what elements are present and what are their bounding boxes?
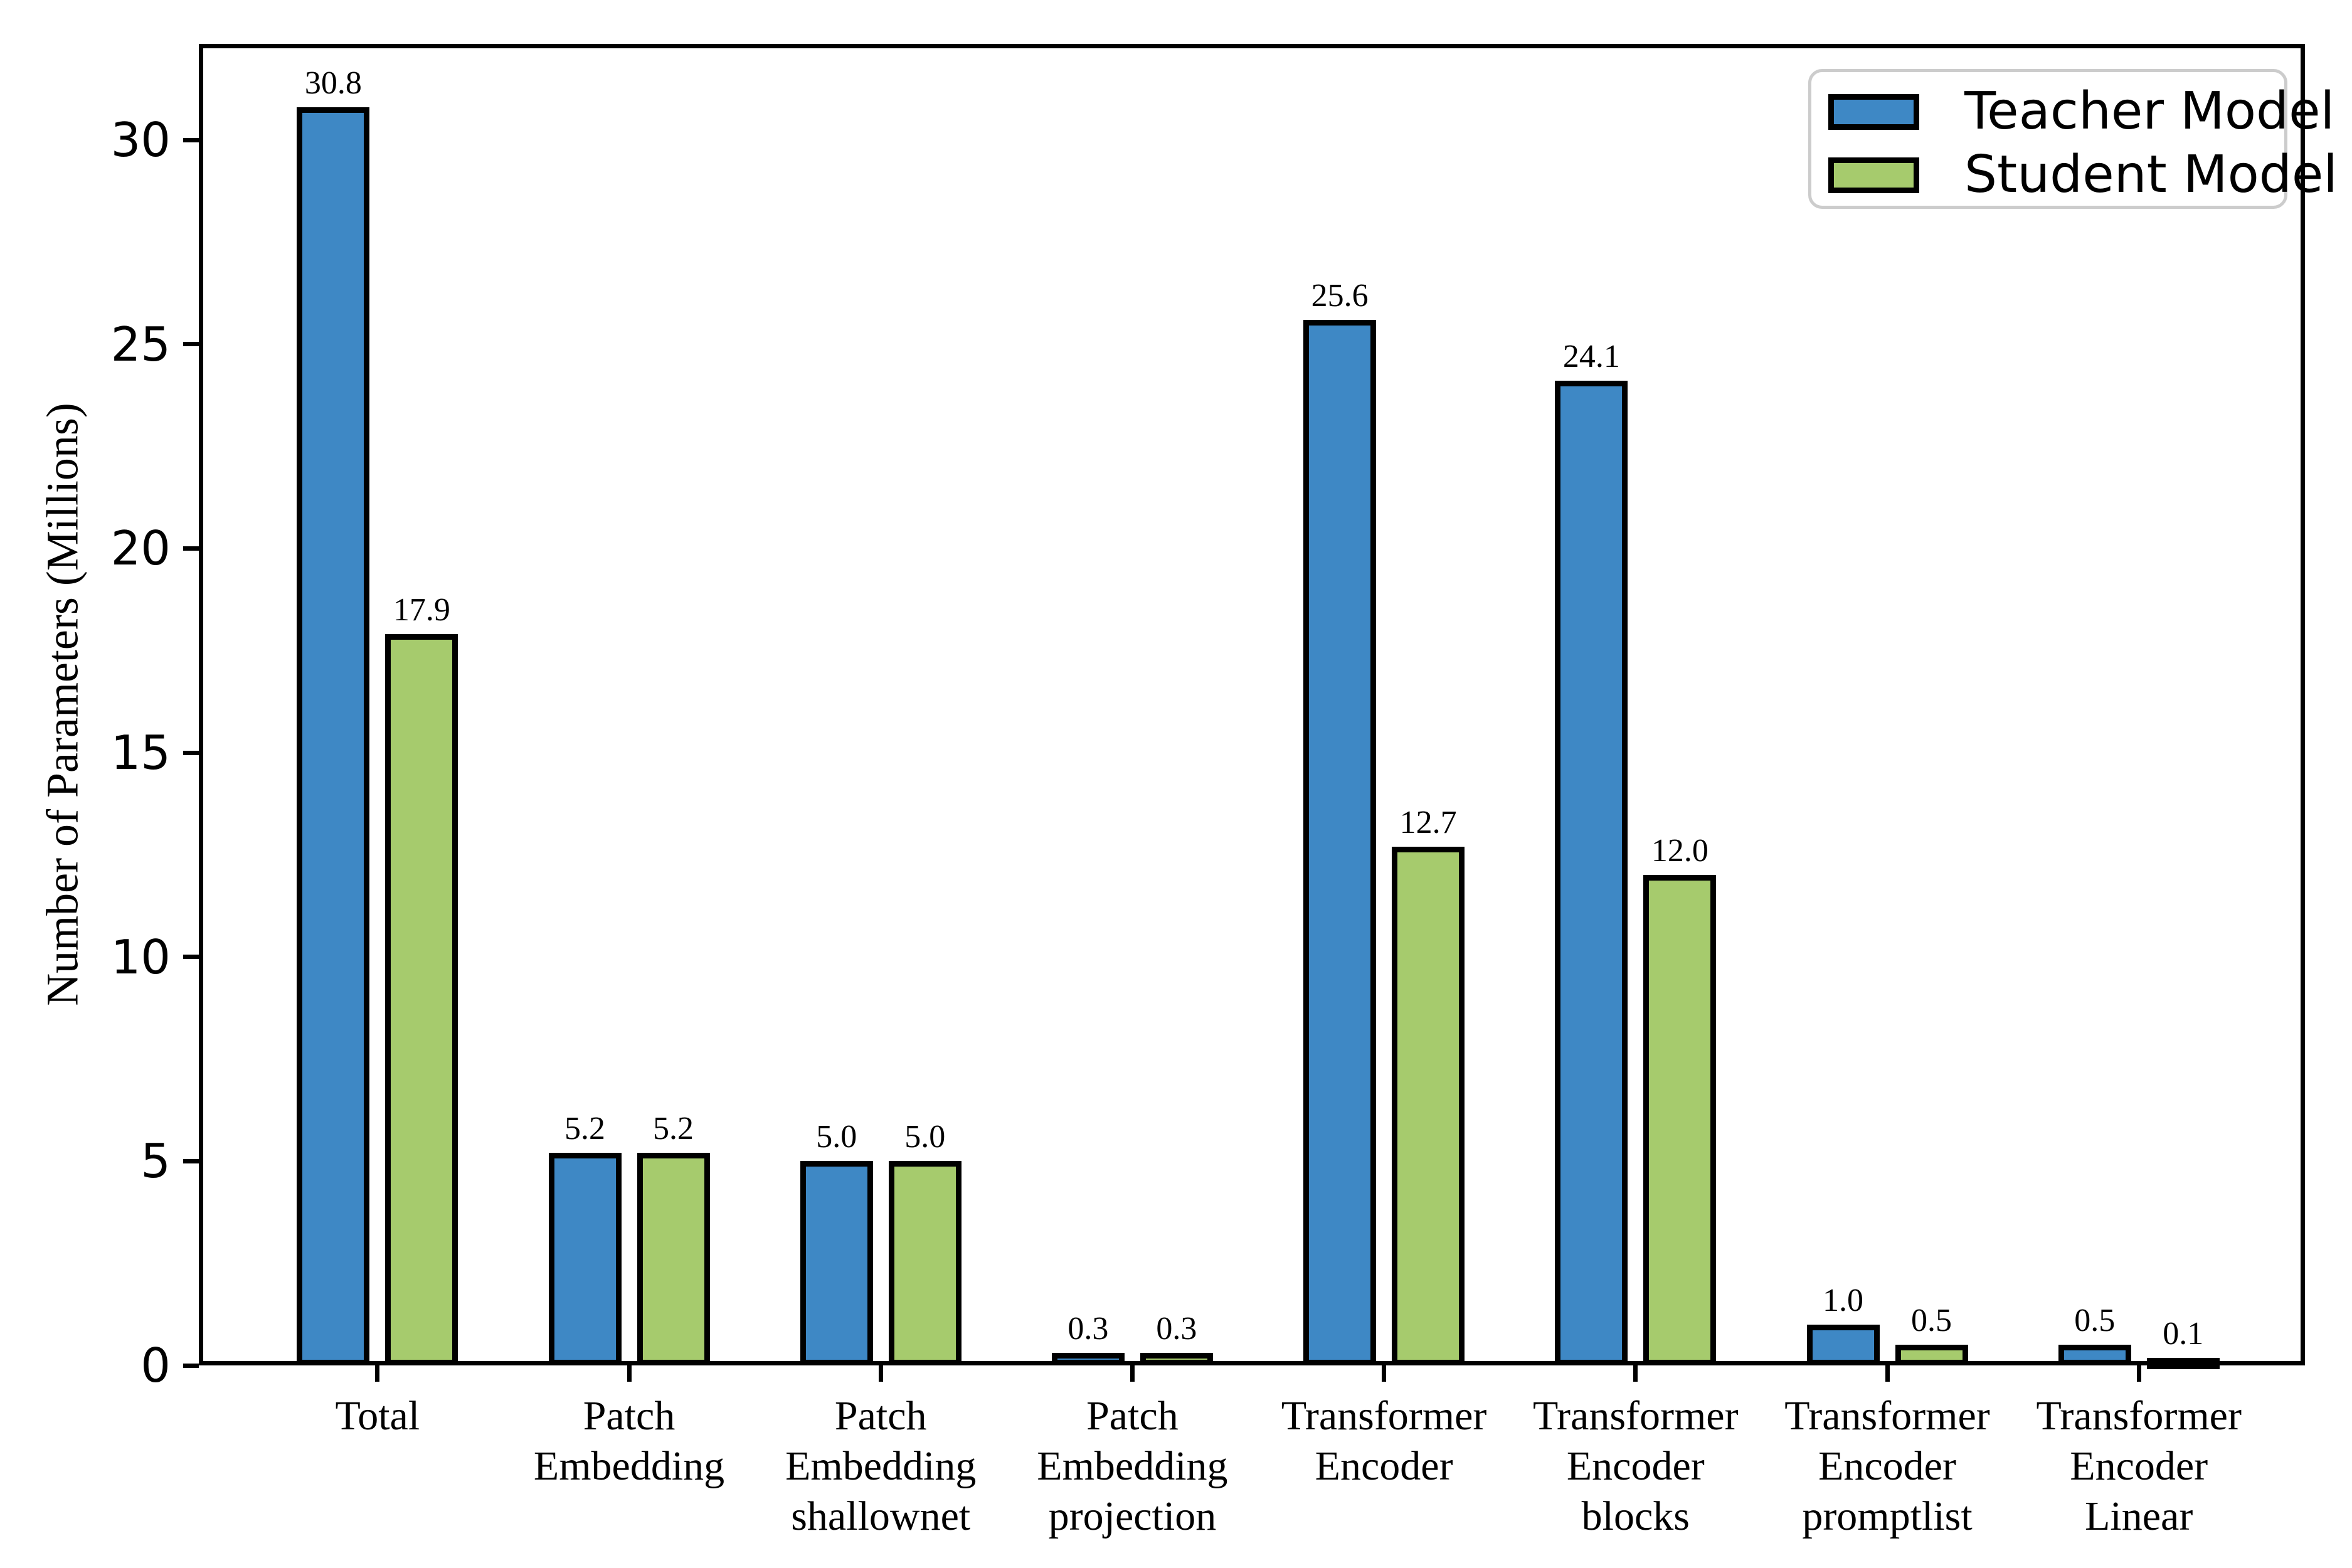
x-category-label: Transformer Encoder Linear [2007,1391,2270,1542]
x-category-label-line: shallownet [791,1493,971,1539]
bar-teacher-model-1 [548,1153,622,1365]
bar-value-label-teacher-model-5: 24.1 [1562,339,1620,375]
x-tick-mark [1633,1365,1638,1382]
bar-student-model-6 [1895,1345,1968,1365]
bar-value-label-teacher-model-6: 1.0 [1823,1282,1864,1318]
x-category-label: Transformer Encoder promptlist [1756,1391,2019,1542]
bar-value-label-student-model-3: 0.3 [1156,1311,1197,1347]
legend: Teacher Model Student Model [1808,69,2338,209]
x-category-label-line: Patch [583,1393,675,1439]
x-category-label-line: Patch [1086,1393,1179,1439]
x-tick-mark [375,1365,380,1382]
x-tick-mark [1885,1365,1890,1382]
bar-student-model-2 [888,1161,961,1365]
x-tick-mark [1382,1365,1387,1382]
bar-value-label-student-model-7: 0.1 [2163,1316,2204,1352]
bar-student-model-0 [385,634,458,1365]
bar-value-label-teacher-model-1: 5.2 [564,1111,606,1147]
bar-student-model-5 [1643,875,1717,1365]
x-category-label: Total [246,1391,509,1441]
x-category-label: Patch Embedding projection [1000,1391,1264,1542]
y-tick-mark [183,137,199,142]
y-tick-label: 15 [110,725,171,781]
bar-teacher-model-6 [1806,1324,1880,1365]
bar-value-label-student-model-5: 12.0 [1651,833,1708,869]
x-category-label-line: Embedding [533,1443,725,1489]
bar-teacher-model-2 [800,1161,873,1365]
x-tick-mark [627,1365,632,1382]
bar-student-model-1 [637,1153,710,1365]
x-category-label-line: projection [1048,1493,1217,1539]
bar-value-label-student-model-0: 17.9 [393,592,450,628]
plot-area [199,44,2305,1365]
x-category-label-line: Embedding [785,1443,977,1489]
x-tick-mark [2136,1365,2141,1382]
y-tick-mark [183,955,199,960]
bar-teacher-model-5 [1555,381,1628,1365]
x-category-label: Transformer Encoder [1253,1391,1516,1491]
y-tick-label: 30 [110,112,171,168]
bar-value-label-student-model-4: 12.7 [1399,804,1457,840]
x-category-label-line: Encoder [1315,1443,1453,1489]
x-category-label-line: Encoder [2070,1443,2208,1489]
x-category-label-line: Transformer [1784,1393,1990,1439]
x-category-label-line: Transformer [1281,1393,1487,1439]
bar-value-label-student-model-1: 5.2 [653,1111,694,1147]
x-category-label-line: Patch [834,1393,927,1439]
bar-student-model-4 [1392,846,1465,1365]
legend-swatch-teacher-model [1828,93,1919,130]
bar-value-label-teacher-model-4: 25.6 [1311,277,1369,314]
y-tick-mark [183,342,199,347]
y-tick-mark [183,1363,199,1368]
bar-value-label-student-model-2: 5.0 [904,1119,946,1155]
x-category-label-line: Encoder [1818,1443,1956,1489]
y-tick-label: 5 [140,1133,171,1189]
y-tick-mark [183,750,199,755]
x-tick-mark [878,1365,883,1382]
bar-teacher-model-4 [1303,319,1377,1365]
x-category-label-line: Transformer [1533,1393,1739,1439]
x-category-label-line: Linear [2085,1493,2193,1539]
bar-teacher-model-3 [1051,1353,1125,1365]
bar-student-model-3 [1140,1353,1213,1365]
legend-swatch-student-model [1828,157,1919,193]
bar-student-model-7 [2146,1358,2220,1369]
bar-teacher-model-0 [297,107,370,1365]
y-tick-mark [183,546,199,551]
x-category-label-line: Total [335,1393,420,1439]
bar-value-label-teacher-model-7: 0.5 [2074,1303,2116,1339]
x-category-label: Transformer Encoder blocks [1504,1391,1767,1542]
y-tick-label: 25 [110,316,171,372]
y-tick-mark [183,1158,199,1163]
y-tick-label: 0 [140,1338,171,1393]
bar-value-label-teacher-model-2: 5.0 [816,1119,857,1155]
legend-entry-student-model: Student Model [1811,144,2338,206]
bar-teacher-model-7 [2058,1345,2131,1365]
legend-entry-teacher-model: Teacher Model [1811,80,2334,143]
legend-label: Student Model [1964,145,2338,204]
legend-label: Teacher Model [1964,82,2335,141]
y-tick-label: 20 [110,521,171,576]
x-category-label-line: Embedding [1037,1443,1228,1489]
bar-value-label-teacher-model-0: 30.8 [304,65,362,101]
x-category-label-line: Transformer [2036,1393,2242,1439]
x-tick-mark [1130,1365,1135,1382]
bar-value-label-teacher-model-3: 0.3 [1067,1311,1109,1347]
y-axis-label: Number of Parameters (Millions) [37,403,88,1006]
y-tick-label: 10 [110,929,171,985]
x-category-label-line: Encoder [1566,1443,1705,1489]
x-category-label-line: promptlist [1802,1493,1973,1539]
x-category-label-line: blocks [1581,1493,1690,1539]
x-category-label: Patch Embedding [497,1391,761,1491]
bar-value-label-student-model-6: 0.5 [1911,1303,1952,1339]
x-category-label: Patch Embedding shallownet [749,1391,1012,1542]
